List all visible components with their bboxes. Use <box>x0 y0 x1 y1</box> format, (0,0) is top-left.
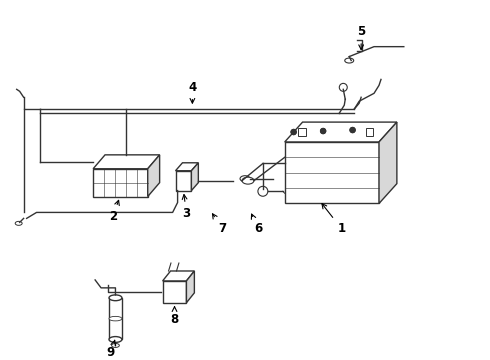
Circle shape <box>258 186 268 196</box>
Circle shape <box>350 127 355 132</box>
Bar <box>109 298 122 339</box>
Text: 9: 9 <box>107 340 116 359</box>
Text: 5: 5 <box>357 25 365 50</box>
Ellipse shape <box>109 337 122 342</box>
Polygon shape <box>285 122 397 142</box>
Bar <box>366 128 373 136</box>
Polygon shape <box>147 155 160 197</box>
Polygon shape <box>285 142 379 203</box>
Ellipse shape <box>15 221 22 225</box>
Ellipse shape <box>240 176 250 182</box>
Ellipse shape <box>109 295 122 301</box>
Polygon shape <box>175 163 198 171</box>
Polygon shape <box>163 281 186 303</box>
Ellipse shape <box>109 316 122 321</box>
Text: 7: 7 <box>213 214 226 235</box>
Circle shape <box>291 130 296 135</box>
Circle shape <box>291 130 296 135</box>
Text: 4: 4 <box>188 81 196 103</box>
Polygon shape <box>175 171 192 190</box>
Circle shape <box>339 84 347 91</box>
Polygon shape <box>93 169 147 197</box>
Ellipse shape <box>112 343 120 347</box>
Polygon shape <box>186 271 195 303</box>
Polygon shape <box>163 271 195 281</box>
Circle shape <box>350 127 355 132</box>
Ellipse shape <box>242 177 254 184</box>
Text: 1: 1 <box>322 204 345 235</box>
Text: 3: 3 <box>182 194 191 220</box>
Polygon shape <box>379 122 397 203</box>
Text: 2: 2 <box>109 200 119 223</box>
Polygon shape <box>192 163 198 190</box>
Text: 6: 6 <box>251 214 262 235</box>
Ellipse shape <box>345 58 354 63</box>
Circle shape <box>320 129 325 134</box>
Bar <box>298 128 306 136</box>
Circle shape <box>320 129 325 134</box>
Text: 8: 8 <box>171 307 179 326</box>
Polygon shape <box>93 155 160 169</box>
